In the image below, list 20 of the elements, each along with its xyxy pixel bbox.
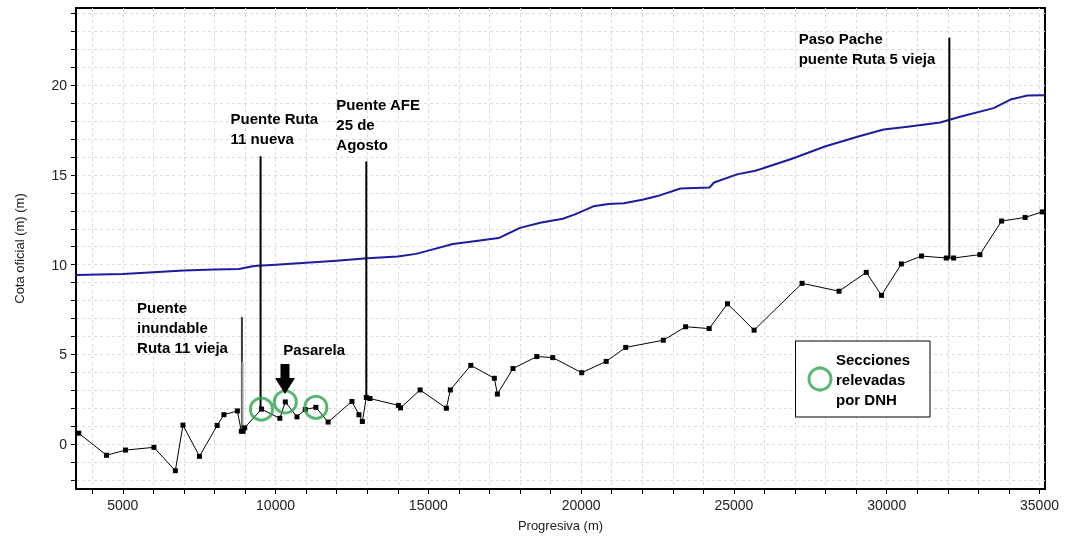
x-tick-label: 35000	[1020, 497, 1060, 513]
legend-label: Secciones relevadas por DNH	[836, 350, 915, 408]
x-tick-label: 30000	[867, 497, 907, 513]
y-tick-label: 10	[51, 256, 68, 273]
y-tick-label: 5	[59, 346, 68, 363]
x-tick-label: 10000	[256, 497, 296, 513]
y-tick-label: 20	[51, 77, 68, 94]
x-axis-title: Progresiva (m)	[517, 518, 604, 533]
x-tick-label: 25000	[714, 497, 754, 513]
text: Puente AFE 25 de Agosto	[336, 95, 420, 153]
y-tick-label: 15	[51, 166, 68, 183]
annotation: Pasarela	[283, 341, 346, 359]
x-tick-label: 5000	[107, 497, 139, 513]
series-label: Puente inundable Ruta 11 vieja	[137, 299, 229, 357]
y-axis-title: Cota oficial (m) (m)	[12, 193, 27, 304]
text: Puente Ruta 11 nueva	[230, 110, 319, 148]
x-tick-label: 15000	[408, 497, 449, 513]
y-tick-label: 0	[59, 436, 68, 453]
x-tick-label: 20000	[561, 497, 601, 513]
series-label: Paso Pache puente Ruta 5 vieja	[798, 30, 937, 68]
